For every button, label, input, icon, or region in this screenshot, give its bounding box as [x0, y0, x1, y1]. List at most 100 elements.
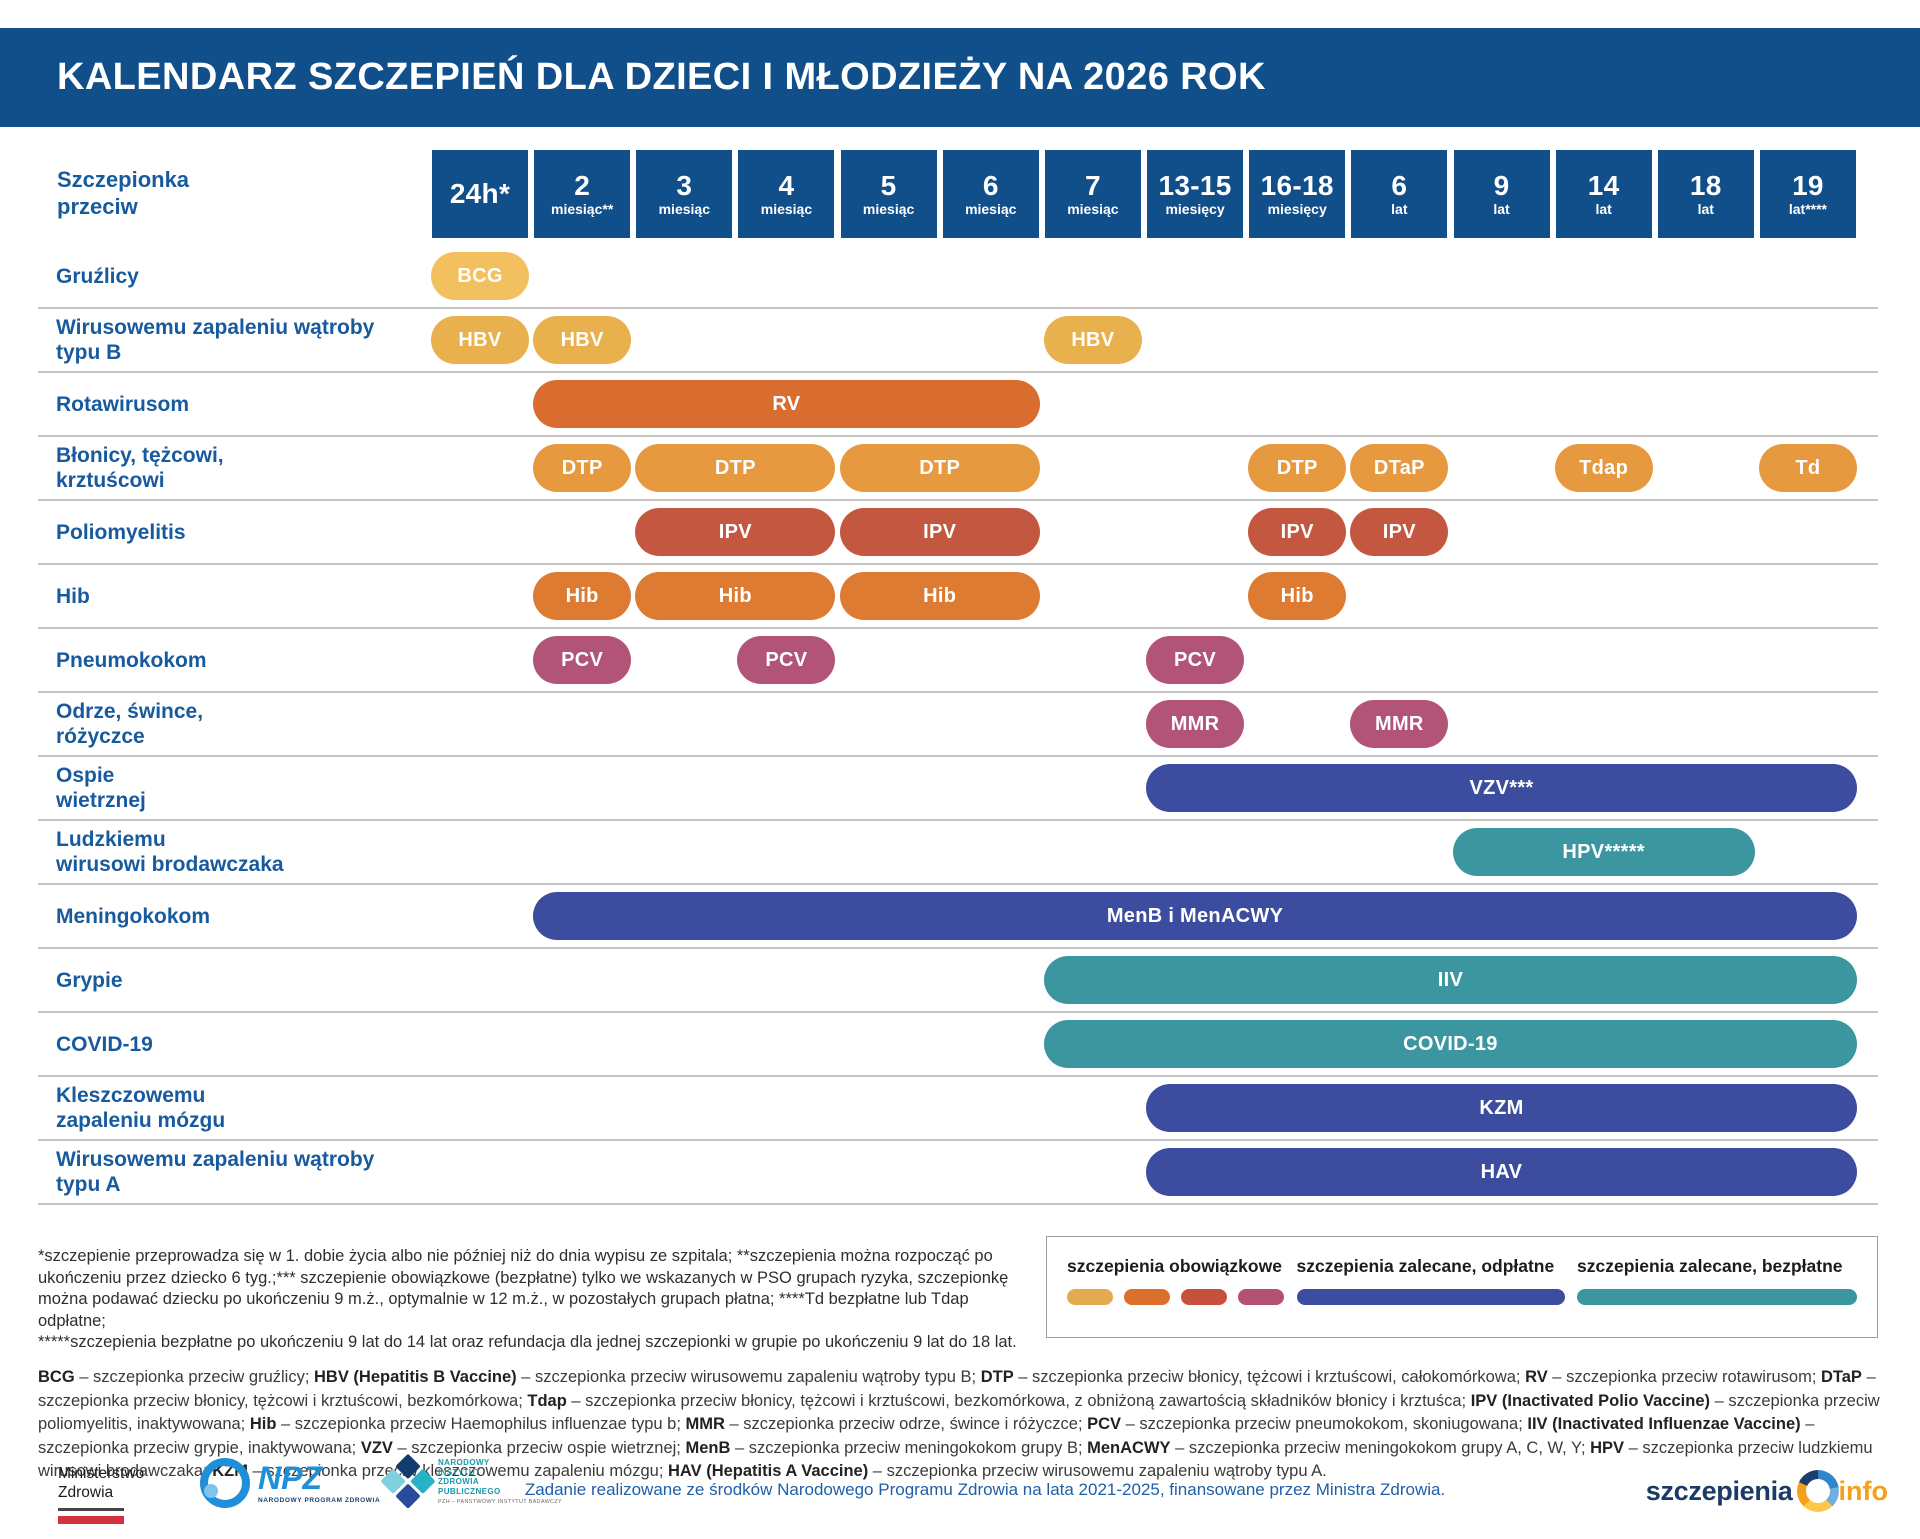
pill-hpv: HPV***** [1452, 828, 1755, 876]
pill-ipv: IPV [1248, 508, 1347, 556]
pill-rv: RV [533, 380, 1040, 428]
column-age: 24h* [449, 178, 511, 209]
pill-hbv: HBV [1043, 316, 1142, 364]
row-label: Kleszczowemu zapaleniu mózgu [56, 1084, 226, 1132]
column-unit: lat [1391, 200, 1408, 217]
row-separator [38, 1203, 1878, 1205]
footnote-line: *szczepienie przeprowadza się w 1. dobie… [38, 1247, 993, 1265]
szczepienia-info-ring-icon [1796, 1470, 1839, 1512]
column-age: 5 [880, 169, 897, 201]
npz-caption: NARODOWY PROGRAM ZDROWIA [258, 1497, 381, 1504]
npz-icon [200, 1458, 250, 1508]
row-separator [38, 371, 1878, 373]
row-label: Odrze, śwince, różyczce [56, 700, 204, 748]
column-unit: miesiąc** [551, 200, 614, 217]
column-age: 3 [676, 169, 693, 201]
row-separator [38, 499, 1878, 501]
legend-bar-icon [1296, 1289, 1565, 1305]
legend-label: szczepienia obowiązkowe [1067, 1256, 1282, 1276]
pill-menb-i-menacwy: MenB i MenACWY [533, 892, 1857, 940]
pill-dtp: DTP [1248, 444, 1347, 492]
pill-dtap: DTaP [1350, 444, 1449, 492]
row-separator [38, 435, 1878, 437]
column-header-4: 4 miesiąc [738, 150, 835, 238]
legend-bar-icon [1577, 1289, 1857, 1305]
legend-dash-icon [1124, 1289, 1170, 1305]
row-label: Błonicy, tężcowi, krztuścowi [56, 444, 224, 492]
column-age: 18 [1689, 169, 1722, 201]
column-header-19: 19 lat**** [1759, 150, 1856, 238]
row-separator [38, 563, 1878, 565]
legend-swatch [1577, 1289, 1857, 1305]
column-age: 4 [778, 169, 795, 201]
column-unit: miesięcy [1267, 200, 1327, 217]
row-label: Wirusowemu zapaleniu wątroby typu B [56, 316, 375, 364]
row-label: Pneumokokom [56, 648, 207, 672]
glossary: BCG – szczepionka przeciw gruźlicy; HBV … [38, 1368, 1880, 1480]
pill-dtp: DTP [635, 444, 836, 492]
column-unit: lat [1595, 200, 1612, 217]
poland-flag-icon [58, 1508, 124, 1524]
row-label: Meningokokom [56, 904, 211, 928]
brand-right-text: info [1838, 1475, 1888, 1506]
pill-hbv: HBV [431, 316, 529, 364]
legend-dash-icon [1181, 1289, 1227, 1305]
column-age: 6 [1391, 169, 1408, 201]
row-separator [38, 947, 1878, 949]
column-header-2: 2 miesiąc** [534, 150, 631, 238]
column-header-6: 6 miesiąc [942, 150, 1039, 238]
pill-dtp: DTP [533, 444, 632, 492]
ministry-logo: Ministerstwo Zdrowia [58, 1464, 144, 1524]
legend-label: szczepienia zalecane, bezpłatne [1577, 1256, 1843, 1276]
column-unit: lat [1493, 200, 1510, 217]
pill-vzv: VZV*** [1146, 764, 1857, 812]
nizp-logo: NARODOWY INSTYTUT ZDROWIA PUBLICZNEGO PZH –… [380, 1453, 562, 1509]
pill-dtp: DTP [839, 444, 1040, 492]
axis-header-line1: Szczepionka [57, 167, 190, 192]
pill-ipv: IPV [839, 508, 1040, 556]
column-header-6: 6 lat [1351, 150, 1448, 238]
legend-dash-icon [1067, 1289, 1113, 1305]
row-separator [38, 1139, 1878, 1141]
footnote-line: można podawać dziecku po ukończeniu 9 m.… [38, 1290, 969, 1330]
column-header-3: 3 miesiąc [636, 150, 733, 238]
column-unit: miesiąc [862, 200, 915, 217]
column-header-5: 5 miesiąc [840, 150, 937, 238]
row-label: Rotawirusom [56, 392, 190, 416]
legend-label: szczepienia zalecane, odpłatne [1296, 1256, 1555, 1276]
legend-swatch [1067, 1289, 1284, 1305]
pill-ipv: IPV [1350, 508, 1449, 556]
pill-hav: HAV [1146, 1148, 1857, 1196]
column-age: 7 [1084, 169, 1101, 201]
pill-bcg: BCG [431, 252, 529, 300]
brand-left-text: szczepienia [1645, 1475, 1793, 1506]
header-band: KALENDARZ SZCZEPIEŃ DLA DZIECI I MŁODZIE… [0, 28, 1920, 127]
row-separator [38, 1011, 1878, 1013]
column-age: 9 [1493, 169, 1510, 201]
row-separator [38, 755, 1878, 757]
column-unit: miesięcy [1165, 200, 1225, 217]
axis-header-line2: przeciw [57, 194, 138, 219]
column-header-18: 18 lat [1657, 150, 1754, 238]
pill-pcv: PCV [533, 636, 632, 684]
column-unit: lat**** [1788, 200, 1827, 217]
legend: szczepienia obowiązkowe szczepienia zalec… [1046, 1236, 1878, 1338]
column-unit: miesiąc [1067, 200, 1119, 217]
row-label: Wirusowemu zapaleniu wątroby typu A [56, 1148, 375, 1196]
pill-mmr: MMR [1146, 700, 1245, 748]
legend-item-1: szczepienia obowiązkowe [1067, 1256, 1284, 1337]
npz-logo: NPZ NARODOWY PROGRAM ZDROWIA [200, 1458, 380, 1508]
nizp-icon [380, 1453, 437, 1511]
column-unit: miesiąc [965, 200, 1017, 217]
pill-tdap: Tdap [1554, 444, 1653, 492]
column-age: 6 [982, 169, 999, 201]
row-label: COVID-19 [56, 1032, 153, 1056]
row-label: Ospie wietrznej [56, 764, 146, 812]
pill-covid-19: COVID-19 [1043, 1020, 1857, 1068]
column-age: 16-18 [1260, 169, 1334, 201]
column-header-7: 7 miesiąc [1044, 150, 1141, 238]
footnotes: *szczepienie przeprowadza się w 1. dobie… [38, 1246, 1038, 1354]
column-header-9: 9 lat [1453, 150, 1550, 238]
column-header-14: 14 lat [1555, 150, 1652, 238]
